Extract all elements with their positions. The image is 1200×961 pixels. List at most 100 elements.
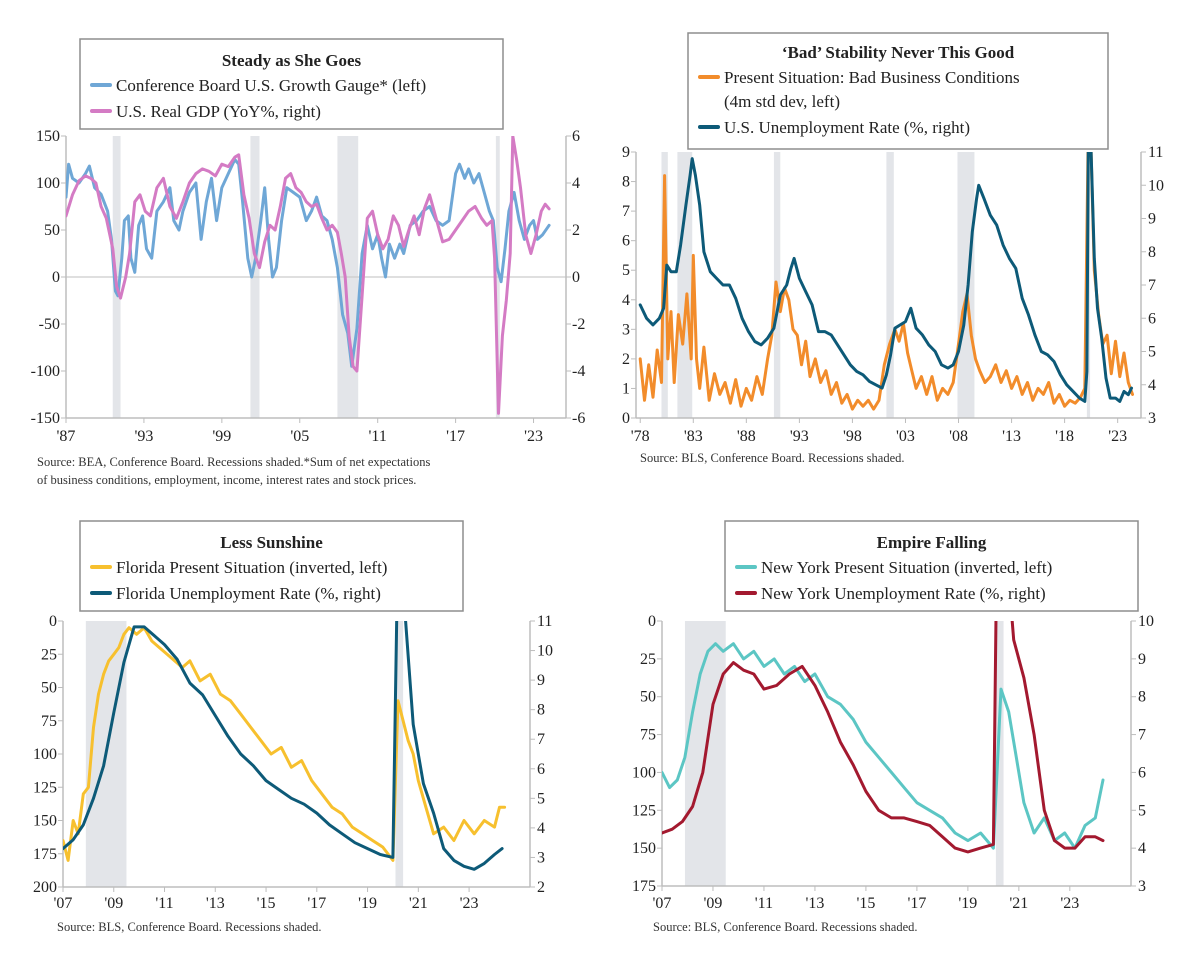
legend-frame <box>724 520 1139 612</box>
source-note: Source: BLS, Conference Board. Recession… <box>57 920 322 934</box>
recession-band <box>677 152 693 418</box>
right-tick-label: 2 <box>537 879 545 896</box>
left-tick-label: 25 <box>41 646 57 663</box>
x-tick-label: '18 <box>1055 428 1074 445</box>
chart-panel-steady: 150 100 50 0 -50 -100 -150 6 4 2 0 -2 -4 -6 '87 '93 '99 '… <box>31 38 585 487</box>
left-tick-label: 1 <box>622 380 630 397</box>
legend-box: Steady as She Goes Conference Board U.S. … <box>79 38 504 130</box>
right-tick-label: -4 <box>572 363 585 380</box>
left-tick-label: 150 <box>33 813 57 830</box>
left-tick-label: 100 <box>33 746 57 763</box>
right-tick-label: 6 <box>1148 310 1156 327</box>
left-tick-label: 50 <box>640 689 656 706</box>
legend-frame <box>687 32 1109 150</box>
left-tick-label: 5 <box>622 262 630 279</box>
x-tick-label: '93 <box>134 428 153 445</box>
right-tick-label: 5 <box>1138 802 1146 819</box>
legend-frame <box>79 38 504 130</box>
x-tick-label: '08 <box>949 428 968 445</box>
legend-box: ‘Bad’ Stability Never This Good Present S… <box>687 32 1109 150</box>
left-tick-label: 8 <box>622 174 630 191</box>
left-tick-label: 125 <box>33 779 57 796</box>
x-tick-label: '03 <box>896 428 915 445</box>
chart-title: Empire Falling <box>877 533 987 552</box>
right-tick-label: 3 <box>1138 878 1146 895</box>
right-tick-label: 11 <box>537 613 552 630</box>
left-tick-label: 2 <box>622 351 630 368</box>
series-line-2 <box>638 152 1133 403</box>
legend-box: Less Sunshine Florida Present Situation (… <box>79 520 464 612</box>
x-tick-label: '07 <box>54 895 73 912</box>
x-tick-label: '23 <box>460 895 479 912</box>
x-tick-label: '23 <box>524 428 543 445</box>
x-tick-label: '11 <box>155 895 173 912</box>
series-line-1 <box>662 642 1105 850</box>
source-note: Source: BLS, Conference Board. Recession… <box>653 920 918 934</box>
chart-panel-florida: 0 25 50 75 100 125 150 175 200 11 10 9 8 7 6 5 4 3 2 '07 '09… <box>33 520 553 934</box>
x-tick-label: '23 <box>1108 428 1127 445</box>
right-tick-label: 10 <box>537 643 553 660</box>
right-tick-label: 7 <box>1138 727 1146 744</box>
right-tick-label: 3 <box>1148 410 1156 427</box>
left-tick-label: 25 <box>640 651 656 668</box>
legend-entry: Conference Board U.S. Growth Gauge* (lef… <box>116 76 426 95</box>
series-line-1 <box>63 626 507 862</box>
x-tick-label: '87 <box>57 428 76 445</box>
x-tick-label: '17 <box>446 428 465 445</box>
legend-box: Empire Falling New York Present Situation… <box>724 520 1139 612</box>
right-tick-label: 3 <box>537 849 545 866</box>
right-tick-label: 8 <box>1138 689 1146 706</box>
right-tick-label: 8 <box>1148 244 1156 261</box>
right-tick-label: 4 <box>537 820 545 837</box>
right-tick-label: 4 <box>1148 377 1156 394</box>
legend-entry: U.S. Real GDP (YoY%, right) <box>116 102 321 121</box>
recession-band <box>886 152 894 418</box>
left-tick-label: 6 <box>622 233 630 250</box>
legend-entry: U.S. Unemployment Rate (%, right) <box>724 118 970 137</box>
right-tick-label: 10 <box>1148 177 1164 194</box>
x-tick-label: '13 <box>1002 428 1021 445</box>
recession-band <box>957 152 975 418</box>
right-tick-label: 11 <box>1148 144 1163 161</box>
x-tick-label: '93 <box>790 428 809 445</box>
series-line-1 <box>66 158 551 368</box>
left-tick-label: 50 <box>44 222 60 239</box>
series-line-2 <box>63 621 504 871</box>
series-group <box>66 136 551 415</box>
source-note: Source: BEA, Conference Board. Recession… <box>37 455 430 469</box>
x-tick-label: '05 <box>290 428 309 445</box>
left-tick-label: 0 <box>622 410 630 427</box>
legend-frame <box>79 520 464 612</box>
x-tick-label: '17 <box>307 895 326 912</box>
right-tick-label: 7 <box>537 731 545 748</box>
left-tick-label: -50 <box>39 316 60 333</box>
series-group <box>662 621 1105 854</box>
right-tick-label: 6 <box>537 761 545 778</box>
x-tick-label: '11 <box>369 428 387 445</box>
right-tick-label: 6 <box>1138 764 1146 781</box>
left-tick-label: 0 <box>49 613 57 630</box>
chart-panel-newyork: 0 25 50 75 100 125 150 175 10 9 8 7 6 5 4 3 '07 '09 '11 '13… <box>632 520 1154 934</box>
recession-band <box>995 621 1004 886</box>
right-tick-label: 2 <box>572 222 580 239</box>
x-tick-label: '13 <box>206 895 225 912</box>
left-tick-label: 7 <box>622 203 630 220</box>
left-tick-label: 3 <box>622 321 630 338</box>
right-tick-label: 7 <box>1148 277 1156 294</box>
x-tick-label: '98 <box>843 428 862 445</box>
x-tick-label: '09 <box>704 895 723 912</box>
left-tick-label: 50 <box>41 680 57 697</box>
legend-entry-continued: (4m std dev, left) <box>724 92 840 111</box>
right-tick-label: 9 <box>1148 211 1156 228</box>
left-tick-label: 100 <box>36 175 60 192</box>
right-tick-label: 4 <box>1138 840 1146 857</box>
left-tick-label: 100 <box>632 764 656 781</box>
x-tick-label: '19 <box>958 895 977 912</box>
x-tick-label: '07 <box>653 895 672 912</box>
right-tick-label: 0 <box>572 269 580 286</box>
x-tick-label: '78 <box>631 428 650 445</box>
series-group <box>63 621 507 871</box>
legend-entry: Present Situation: Bad Business Conditio… <box>724 68 1020 87</box>
left-tick-label: -100 <box>31 363 60 380</box>
legend-entry: Florida Present Situation (inverted, lef… <box>116 558 387 577</box>
